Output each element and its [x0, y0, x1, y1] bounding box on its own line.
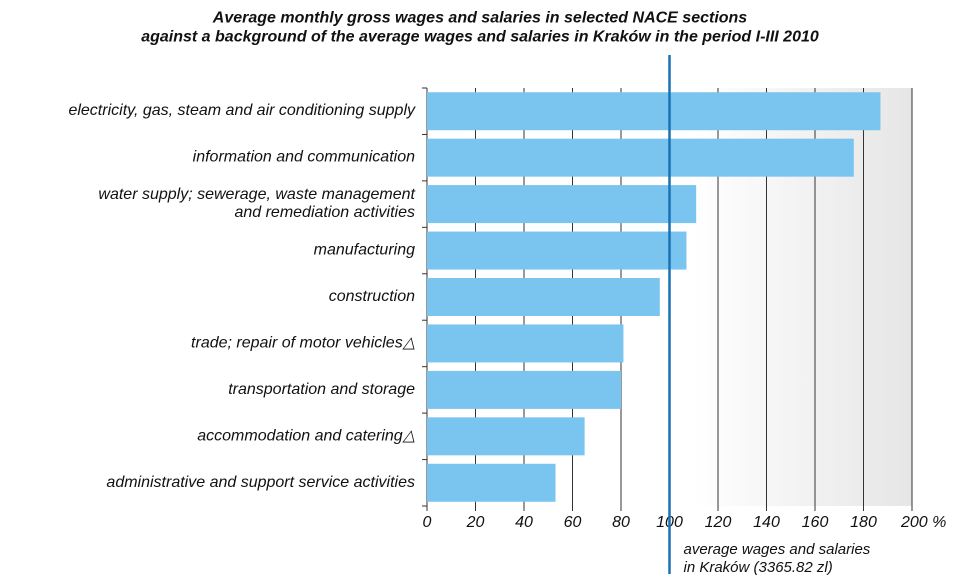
y-tick-label: electricity, gas, steam and air conditio…	[68, 102, 416, 119]
y-tick-label: trade; repair of motor vehicles△	[191, 335, 415, 352]
y-tick-label: water supply; sewerage, waste management…	[98, 186, 415, 221]
reference-label: average wages and salaries in Kraków (336…	[684, 541, 871, 576]
bar	[427, 370, 621, 409]
bar	[427, 324, 624, 363]
bar	[427, 185, 697, 224]
x-tick-label: 180	[850, 514, 877, 531]
x-tick-label: 160	[802, 514, 829, 531]
x-tick-label: 80	[612, 514, 630, 531]
x-tick-label: 20	[466, 514, 485, 531]
bar	[427, 278, 660, 316]
y-tick-label: accommodation and catering△	[197, 428, 415, 445]
x-tick-label: 200 %	[900, 514, 946, 531]
x-tick-label: 0	[423, 514, 432, 531]
chart-title: Average monthly gross wages and salaries…	[141, 10, 819, 46]
bar	[427, 231, 687, 270]
x-tick-label: 40	[515, 514, 533, 531]
x-tick-label: 60	[564, 514, 582, 531]
y-tick-label: manufacturing	[314, 242, 415, 259]
y-tick-label: transportation and storage	[228, 381, 415, 398]
y-tick-label: administrative and support service activ…	[106, 474, 415, 491]
x-tick-label: 140	[753, 514, 780, 531]
bar	[427, 417, 585, 456]
y-tick-label: information and communication	[193, 149, 415, 166]
x-tick-label: 120	[705, 514, 732, 531]
bar	[427, 138, 854, 177]
y-tick-label: construction	[329, 288, 415, 305]
bar	[427, 463, 556, 502]
bar	[427, 92, 881, 131]
